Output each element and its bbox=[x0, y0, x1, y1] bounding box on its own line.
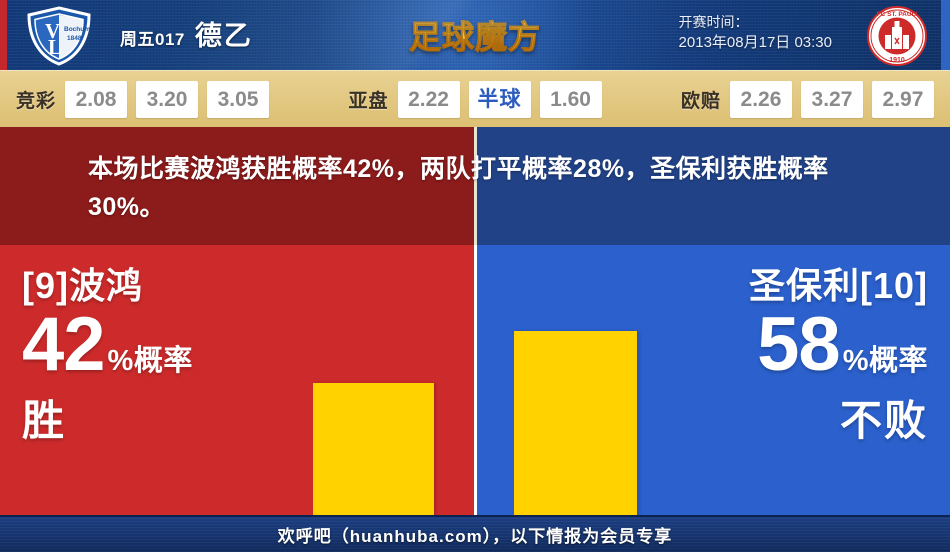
brand-logo: 足球魔方 bbox=[408, 12, 541, 58]
away-stats-block: 圣保利[10] 58 %概率 不败 bbox=[749, 267, 928, 448]
odds-cell-home[interactable]: 2.22 bbox=[397, 81, 460, 118]
header-bar: V L Bochum 1848 FC ST. PAULI 1910 周五017 bbox=[0, 0, 950, 70]
kickoff-value: 2013年08月17日 03:30 bbox=[678, 34, 832, 52]
odds-group-label: 竞彩 bbox=[16, 91, 57, 112]
home-probability-line: 42 %概率 bbox=[22, 301, 193, 387]
away-probability-value: 58 bbox=[757, 301, 841, 387]
home-probability-unit: %概率 bbox=[107, 344, 193, 377]
odds-cell-away[interactable]: 2.97 bbox=[871, 81, 934, 118]
home-stats-block: [9]波鸿 42 %概率 胜 bbox=[22, 267, 193, 448]
svg-text:FC ST. PAULI: FC ST. PAULI bbox=[877, 11, 918, 18]
odds-cell-away[interactable]: 1.60 bbox=[539, 81, 602, 118]
odds-bar: 竞彩 2.08 3.20 3.05 亚盘 2.22 半球 1.60 欧赔 2.2… bbox=[0, 70, 950, 129]
summary-right-background bbox=[476, 127, 950, 245]
odds-cell-home[interactable]: 2.08 bbox=[65, 81, 128, 118]
panel-divider bbox=[474, 245, 477, 517]
odds-cell-draw[interactable]: 3.27 bbox=[800, 81, 863, 118]
odds-group-oupei: 欧赔 2.26 3.27 2.97 bbox=[681, 81, 934, 118]
home-team-name: [9]波鸿 bbox=[22, 265, 143, 306]
summary-divider bbox=[474, 127, 477, 245]
kickoff-label: 开赛时间： bbox=[678, 14, 749, 30]
probability-chart: [9]波鸿 42 %概率 胜 圣保利[10] 58 %概率 不败 bbox=[0, 245, 950, 517]
match-round-label: 周五017 bbox=[120, 30, 185, 49]
odds-cell-away[interactable]: 3.05 bbox=[207, 81, 270, 118]
header-right-blue-stripe bbox=[941, 0, 950, 70]
match-meta: 周五017 德乙 bbox=[120, 14, 253, 53]
bar-away-probability bbox=[514, 331, 637, 517]
fc-st-pauli-crest: FC ST. PAULI 1910 bbox=[866, 5, 928, 70]
odds-group-yapan: 亚盘 2.22 半球 1.60 bbox=[348, 81, 602, 118]
vfl-bochum-crest: V L Bochum 1848 bbox=[22, 5, 96, 70]
home-probability-value: 42 bbox=[22, 301, 106, 387]
summary-left-background bbox=[0, 127, 476, 245]
odds-group-label: 欧赔 bbox=[680, 91, 721, 112]
bar-home-probability bbox=[313, 382, 434, 517]
footer-bar: 欢呼吧（huanhuba.com），以下情报为会员专享 bbox=[0, 515, 950, 552]
odds-group-label: 亚盘 bbox=[348, 91, 389, 112]
header-left-red-stripe bbox=[0, 0, 7, 70]
match-league-label: 德乙 bbox=[194, 21, 253, 51]
odds-cell-draw[interactable]: 3.20 bbox=[136, 81, 199, 118]
away-team-name: 圣保利[10] bbox=[748, 265, 928, 306]
svg-text:L: L bbox=[48, 35, 62, 59]
svg-text:1910: 1910 bbox=[889, 57, 905, 64]
kickoff-block: 开赛时间： 2013年08月17日 03:30 bbox=[679, 12, 832, 54]
away-outcome-label: 不败 bbox=[839, 396, 928, 444]
footer-text: 欢呼吧（huanhuba.com），以下情报为会员专享 bbox=[277, 527, 673, 546]
away-probability-line: 58 %概率 bbox=[749, 301, 928, 387]
odds-cell-home[interactable]: 2.26 bbox=[729, 81, 792, 118]
summary-text: 本场比赛波鸿获胜概率42%，两队打平概率28%，圣保利获胜概率30%。 bbox=[88, 155, 829, 221]
svg-text:Bochum: Bochum bbox=[64, 26, 90, 33]
home-outcome-label: 胜 bbox=[22, 396, 67, 444]
summary-banner: 本场比赛波鸿获胜概率42%，两队打平概率28%，圣保利获胜概率30%。 bbox=[0, 127, 950, 245]
away-probability-unit: %概率 bbox=[842, 344, 928, 377]
odds-cell-handicap[interactable]: 半球 bbox=[468, 81, 531, 118]
odds-group-jingcai: 竞彩 2.08 3.20 3.05 bbox=[16, 81, 270, 118]
svg-text:V: V bbox=[45, 19, 60, 43]
svg-text:1848: 1848 bbox=[67, 35, 82, 42]
